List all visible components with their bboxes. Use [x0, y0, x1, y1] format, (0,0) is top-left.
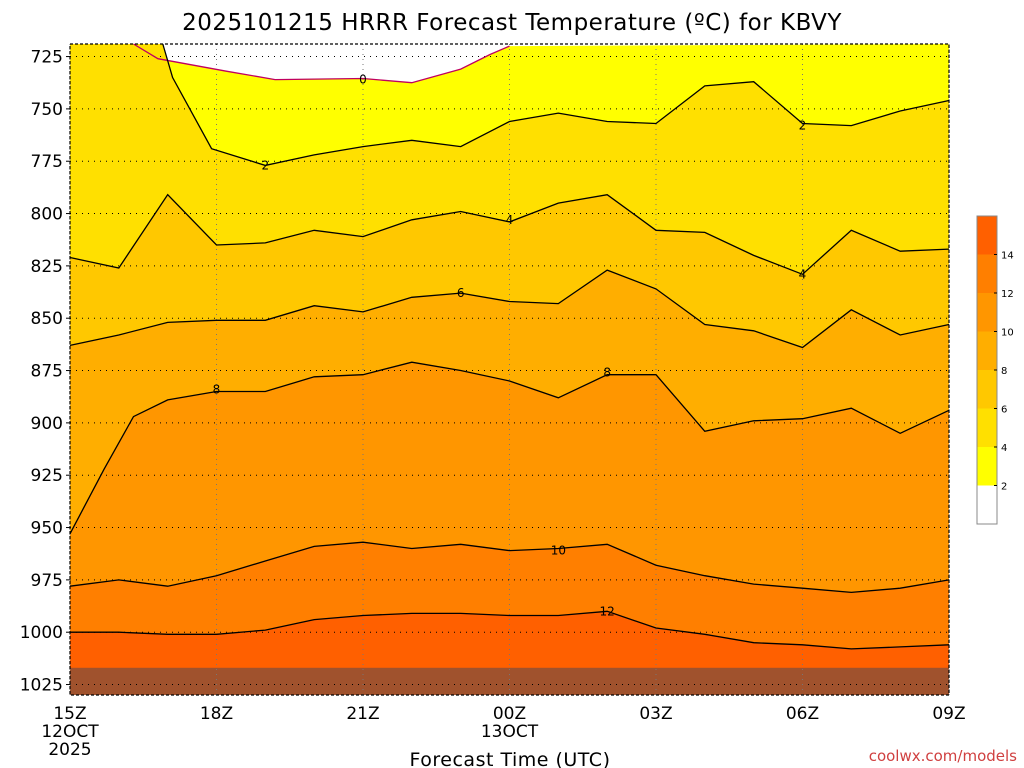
plot-area — [70, 44, 949, 695]
contour-label-2: 2 — [262, 158, 270, 172]
contour-label-12: 12 — [600, 604, 615, 618]
x-tick-sublabel: 13OCT — [481, 722, 539, 742]
y-tick-label: 950 — [31, 519, 63, 539]
x-tick-label: 03Z — [639, 704, 672, 724]
colorbar-swatch — [977, 216, 997, 255]
credit-link[interactable]: coolwx.com/models — [869, 747, 1017, 765]
y-tick-label: 825 — [31, 257, 63, 277]
colorbar-swatch — [977, 293, 997, 332]
y-tick-label: 975 — [31, 571, 63, 591]
colorbar-swatch — [977, 485, 997, 524]
colorbar-tick-label: 10 — [1001, 328, 1014, 339]
colorbar-tick-label: 4 — [1001, 443, 1007, 454]
y-tick-label: 1000 — [20, 623, 63, 643]
contour-lines: 0 2 2 4 4 6 8 8 10 12 — [69, 43, 950, 650]
x-tick-sublabel: 12OCT — [41, 722, 99, 742]
x-tick-label: 21Z — [346, 704, 379, 724]
contour-label-2: 2 — [799, 119, 807, 133]
contour-line-6 — [69, 269, 950, 349]
y-tick-label: 850 — [31, 309, 63, 329]
contour-label-8: 8 — [213, 382, 221, 396]
contour-line-4 — [69, 193, 950, 276]
colorbar-swatch — [977, 408, 997, 447]
colorbar-swatch — [977, 254, 997, 293]
contour-label-4: 4 — [506, 213, 514, 227]
y-tick-label: 775 — [31, 152, 63, 172]
x-tick-label: 18Z — [200, 704, 233, 724]
contour-line-0 — [133, 43, 510, 84]
y-tick-label: 725 — [31, 48, 63, 68]
y-tick-label: 750 — [31, 100, 63, 120]
y-tick-label: 875 — [31, 362, 63, 382]
contour-label-6: 6 — [457, 286, 465, 300]
y-tick-label: 1025 — [20, 676, 63, 696]
colorbar-tick-label: 12 — [1001, 289, 1014, 300]
x-tick-label: 06Z — [786, 704, 819, 724]
x-tick-label: 15Z — [53, 704, 86, 724]
x-tick-label: 00Z — [493, 704, 526, 724]
ground-layer — [70, 667, 949, 695]
contour-label-4: 4 — [799, 267, 807, 281]
grid-lines — [69, 44, 950, 695]
colorbar-tick-label: 14 — [1001, 251, 1014, 262]
x-tick-label: 09Z — [932, 704, 965, 724]
x-axis-label: Forecast Time (UTC) — [410, 749, 611, 768]
contour-line-8 — [69, 361, 950, 535]
colorbar-swatch — [977, 370, 997, 409]
colorbar-swatch — [977, 331, 997, 370]
chart-title: 2025101215 HRRR Forecast Temperature (ºC… — [182, 10, 842, 36]
colorbar-tick-label: 8 — [1001, 366, 1007, 377]
contour-line-12 — [70, 610, 950, 650]
colorbar-tick-label: 2 — [1001, 482, 1007, 493]
contour-label-0: 0 — [359, 73, 367, 87]
contour-line-2 — [162, 43, 950, 167]
colorbar-swatch — [977, 447, 997, 486]
axes: 7257507758008258508759009259509751000102… — [20, 43, 966, 760]
colorbar-tick-label: 6 — [1001, 405, 1007, 416]
y-tick-label: 800 — [31, 205, 63, 225]
contour-line-10 — [69, 541, 950, 594]
colorbar: 2 4 6 8 10 12 14 — [976, 215, 1014, 525]
y-tick-label: 900 — [31, 414, 63, 434]
contour-label-8: 8 — [603, 366, 611, 380]
y-tick-label: 925 — [31, 466, 63, 486]
contour-label-10: 10 — [551, 544, 566, 558]
x-tick-sublabel: 2025 — [48, 740, 91, 760]
